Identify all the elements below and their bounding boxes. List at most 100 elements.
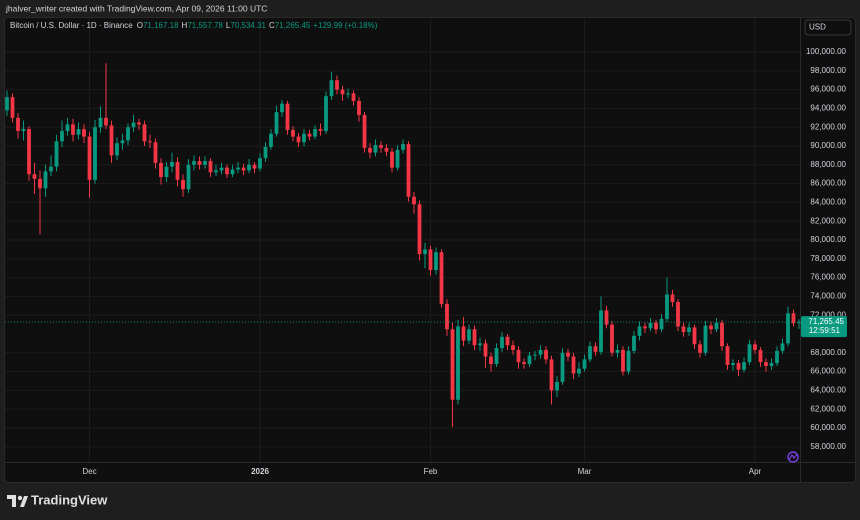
candle-body <box>758 349 763 363</box>
candle-body <box>797 322 801 324</box>
brand: TradingView <box>31 492 108 507</box>
candle-body <box>285 103 290 131</box>
candle-body <box>566 352 570 357</box>
x-tick-label: Apr <box>749 467 762 476</box>
candle-body <box>604 310 609 325</box>
legend-title: Bitcoin / U.S. Dollar · 1D · Binance <box>10 21 133 30</box>
candle-body <box>346 93 350 95</box>
alert-icon[interactable] <box>787 451 799 463</box>
x-tick-label: 2026 <box>251 467 269 476</box>
y-tick-label: 84,000.00 <box>810 198 846 207</box>
candle-body <box>197 161 202 165</box>
y-tick-label: 60,000.00 <box>810 423 846 432</box>
candle-body <box>434 252 438 271</box>
candle-body <box>120 140 125 144</box>
currency-box[interactable] <box>804 19 852 36</box>
candle-body <box>170 161 174 167</box>
candle-body <box>582 359 587 369</box>
candle-body <box>478 343 482 346</box>
y-tick-label: 72,000.00 <box>810 310 846 319</box>
candle-body <box>241 167 246 171</box>
y-tick-label: 90,000.00 <box>810 141 846 150</box>
candle-body <box>98 117 103 128</box>
candle-body <box>54 141 59 167</box>
y-tick-label: 88,000.00 <box>810 160 846 169</box>
candle-body <box>786 313 790 344</box>
candle-body <box>43 171 48 189</box>
candle-body <box>164 166 169 178</box>
candle-body <box>87 136 92 180</box>
candle-body <box>38 178 42 189</box>
candle-body <box>214 170 218 173</box>
y-tick-label: 68,000.00 <box>810 348 846 357</box>
y-tick-label: 62,000.00 <box>810 404 846 413</box>
candle-body <box>82 129 86 137</box>
candle-body <box>791 313 796 324</box>
y-tick-label: 86,000.00 <box>810 179 846 188</box>
candle-body <box>5 97 9 111</box>
candle-body <box>384 147 389 152</box>
candle-body <box>368 147 372 153</box>
candle-body <box>142 124 147 142</box>
candle-body <box>736 363 741 370</box>
candle-body <box>324 96 328 131</box>
y-tick-label: 64,000.00 <box>810 385 846 394</box>
candle-body <box>247 164 251 171</box>
candle-body <box>522 362 526 365</box>
candle-body <box>269 133 273 147</box>
candle-body <box>461 326 466 341</box>
candle-body <box>500 336 504 349</box>
candle-body <box>373 145 378 153</box>
candle-body <box>593 346 598 352</box>
candle-body <box>764 362 768 366</box>
candle-body <box>709 325 713 330</box>
legend-change: +129.99 (+0.18%) <box>313 21 377 30</box>
candle-body <box>769 363 774 366</box>
candle-body <box>313 129 317 137</box>
candle-body <box>104 117 108 126</box>
candle-body <box>439 252 444 304</box>
x-tick-label: Dec <box>82 467 96 476</box>
y-tick-label: 78,000.00 <box>810 254 846 263</box>
candle-body <box>621 349 625 372</box>
legend-key: C <box>269 21 275 30</box>
candle-body <box>60 130 64 142</box>
candle-body <box>340 89 345 95</box>
candle-body <box>533 354 537 356</box>
legend-value: 71,557.78 <box>187 21 223 30</box>
attribution: jhalver_writer created with TradingView.… <box>5 3 267 13</box>
y-tick-label: 76,000.00 <box>810 273 846 282</box>
candle-body <box>115 143 119 156</box>
legend-key: H <box>182 21 188 30</box>
candle-body <box>687 327 691 333</box>
y-tick-label: 80,000.00 <box>810 235 846 244</box>
candle-body <box>731 363 735 365</box>
candle-body <box>181 179 185 190</box>
candle-body <box>676 302 680 327</box>
candle-body <box>406 144 411 197</box>
candle-body <box>516 349 521 363</box>
candle-body <box>555 381 559 391</box>
candle-body <box>357 100 361 115</box>
candle-body <box>571 356 576 374</box>
candle-body <box>395 149 400 168</box>
candle-body <box>335 80 339 90</box>
candle-body <box>599 310 603 352</box>
y-tick-label: 92,000.00 <box>810 122 846 131</box>
candle-body <box>49 166 53 172</box>
last-price-box <box>801 316 847 338</box>
candle-body <box>186 164 191 190</box>
candle-body <box>637 326 642 336</box>
x-tick-label: Mar <box>578 467 592 476</box>
candle-body <box>511 345 515 350</box>
candle-body <box>65 124 70 131</box>
candle-body <box>681 326 686 333</box>
candle-body <box>742 362 746 370</box>
candle-body <box>71 124 75 135</box>
candle-body <box>527 355 532 365</box>
candle-body <box>467 329 471 341</box>
candle-body <box>296 136 301 143</box>
last-price-label: 71,265.45 <box>808 317 844 326</box>
candle-body <box>148 141 152 143</box>
